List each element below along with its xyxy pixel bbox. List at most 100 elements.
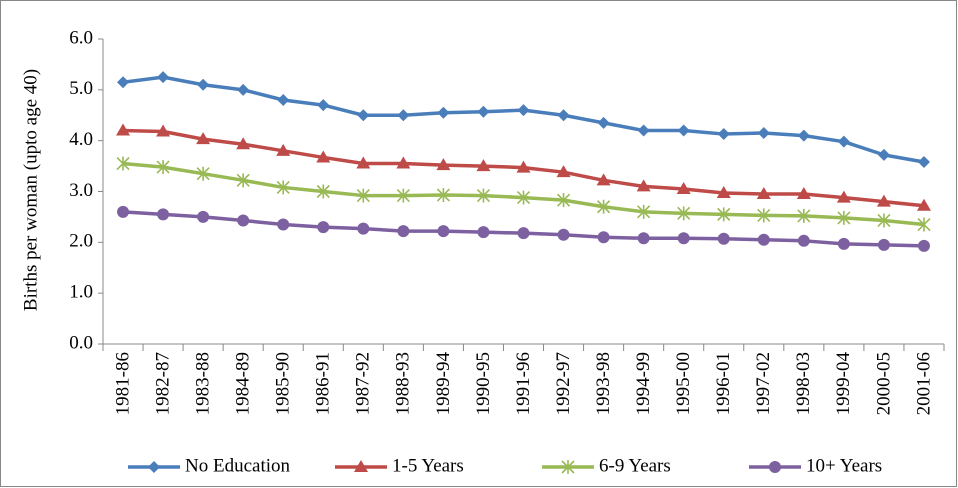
y-tick-label: 6.0	[69, 27, 93, 48]
marker	[396, 188, 410, 203]
marker	[757, 233, 770, 246]
x-tick-label: 1992-97	[553, 352, 574, 415]
marker	[317, 99, 330, 112]
marker	[677, 124, 690, 137]
marker	[757, 127, 770, 140]
marker	[517, 227, 530, 240]
marker	[877, 213, 891, 228]
marker	[316, 184, 330, 199]
y-tick-label: 3.0	[69, 180, 93, 201]
legend-label: 10+ Years	[806, 455, 882, 476]
x-tick-label: 1982-87	[152, 352, 173, 415]
marker	[357, 109, 370, 122]
legend-label: 6-9 Years	[599, 455, 671, 476]
marker	[397, 109, 410, 122]
y-tick-label: 4.0	[69, 129, 93, 150]
marker	[597, 116, 610, 129]
marker	[356, 188, 370, 203]
y-tick-label: 1.0	[69, 282, 93, 303]
marker	[837, 135, 850, 148]
marker	[356, 156, 371, 169]
marker	[156, 160, 170, 175]
legend-label: No Education	[185, 455, 291, 476]
marker	[157, 71, 170, 84]
marker	[516, 160, 531, 173]
x-tick-label: 1997-02	[753, 352, 774, 415]
x-tick-label: 1984-89	[233, 352, 254, 415]
legend-marker	[561, 460, 575, 474]
marker	[557, 228, 570, 241]
y-tick-label: 0.0	[69, 332, 93, 353]
marker	[116, 156, 130, 171]
marker	[556, 165, 571, 178]
marker	[717, 232, 730, 245]
marker	[437, 225, 450, 238]
x-tick-label: 1995-00	[673, 352, 694, 415]
x-tick-label: 1988-93	[393, 352, 414, 415]
marker	[877, 148, 890, 161]
marker	[317, 221, 330, 234]
marker	[157, 208, 170, 221]
x-tick-label: 1996-01	[713, 352, 734, 415]
marker	[717, 128, 730, 141]
marker	[236, 137, 251, 150]
legend-marker	[769, 461, 781, 473]
marker	[517, 104, 530, 117]
marker	[476, 159, 491, 172]
marker	[637, 124, 650, 137]
marker	[917, 156, 930, 169]
marker	[196, 132, 211, 145]
marker	[276, 180, 290, 195]
marker	[917, 239, 930, 252]
x-tick-label: 1987-92	[353, 352, 374, 415]
marker	[876, 194, 891, 207]
marker	[797, 234, 810, 247]
marker	[837, 210, 851, 225]
marker	[396, 156, 411, 169]
marker	[196, 166, 210, 181]
marker	[197, 78, 210, 91]
marker	[276, 143, 291, 156]
x-tick-label: 1983-88	[192, 352, 213, 415]
marker	[116, 123, 131, 136]
marker	[796, 187, 811, 200]
x-tick-label: 1990-95	[473, 352, 494, 415]
marker	[637, 204, 651, 219]
legend-marker	[354, 460, 368, 472]
marker	[596, 173, 611, 186]
x-tick-label: 1989-94	[433, 352, 454, 416]
marker	[877, 238, 890, 251]
marker	[477, 226, 490, 239]
y-tick-label: 2.0	[69, 231, 93, 252]
marker	[437, 106, 450, 119]
marker	[636, 179, 651, 192]
legend-label: 1-5 Years	[392, 455, 464, 476]
marker	[277, 94, 290, 106]
y-axis-title: Births per woman (upto age 40)	[20, 69, 41, 311]
marker	[516, 190, 531, 205]
x-tick-label: 1991-96	[513, 352, 534, 415]
marker	[237, 214, 250, 227]
legend-marker	[148, 461, 160, 473]
marker	[476, 188, 491, 203]
x-tick-label: 1993-98	[593, 352, 614, 415]
marker	[556, 193, 571, 208]
x-tick-label: 2000-05	[873, 352, 894, 415]
marker	[557, 109, 570, 122]
marker	[717, 207, 731, 222]
marker	[357, 222, 370, 235]
marker	[397, 225, 410, 238]
marker	[836, 190, 851, 203]
marker	[756, 187, 771, 200]
marker	[277, 218, 290, 231]
marker	[677, 232, 690, 245]
marker	[477, 105, 490, 118]
x-tick-label: 1994-99	[633, 352, 654, 415]
marker	[156, 124, 171, 137]
marker	[436, 158, 451, 171]
marker	[917, 217, 931, 232]
marker	[677, 206, 691, 221]
